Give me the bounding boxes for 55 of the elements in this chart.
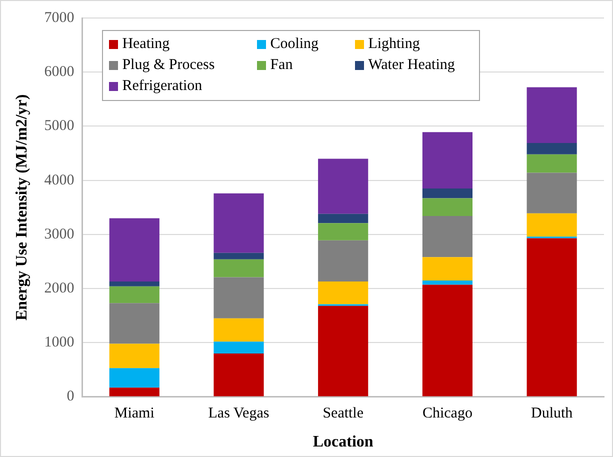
bar <box>214 277 264 318</box>
x-tick-label: Chicago <box>422 406 472 422</box>
legend-label: Cooling <box>270 35 319 54</box>
bar <box>109 282 160 286</box>
bar <box>526 238 577 396</box>
bar <box>214 252 264 260</box>
legend-label: Fan <box>270 56 293 75</box>
y-tick-label: 3000 <box>44 226 74 242</box>
legend-label: Heating <box>122 35 170 54</box>
bar <box>526 213 577 237</box>
bar <box>214 342 264 354</box>
bar <box>422 280 473 285</box>
x-axis-title: Location <box>312 434 374 451</box>
bar <box>422 257 473 280</box>
bar <box>318 158 368 214</box>
legend-label: Plug & Process <box>122 56 215 75</box>
bar <box>109 388 160 396</box>
bar <box>526 87 577 144</box>
bar <box>214 193 264 253</box>
bar <box>422 284 473 396</box>
y-tick-label: 6000 <box>44 64 74 80</box>
bar <box>422 188 473 198</box>
bar <box>318 240 368 282</box>
bar <box>318 306 368 396</box>
x-tick-label: Miami <box>114 406 154 422</box>
bar <box>526 154 577 173</box>
y-tick-label: 7000 <box>44 10 74 26</box>
x-tick-label: Las Vegas <box>208 406 270 422</box>
bar <box>526 143 577 154</box>
bar <box>422 132 473 188</box>
y-tick-label: 1000 <box>44 334 74 351</box>
bar <box>318 223 368 240</box>
legend-label: Lighting <box>368 35 420 54</box>
bar <box>422 198 473 216</box>
legend-label: Refrigeration <box>122 77 202 96</box>
bar <box>109 218 160 282</box>
y-tick-label: 2000 <box>44 280 74 297</box>
bar <box>422 216 473 258</box>
bar <box>109 368 160 388</box>
legend-label: Water Heating <box>368 56 455 75</box>
x-tick-label: Seattle <box>322 406 364 422</box>
bar <box>109 344 160 368</box>
y-tick-label: 0 <box>66 388 74 405</box>
bar <box>318 214 368 224</box>
y-axis-title: Energy Use Intensity (MJ/m2/yr) <box>14 94 31 320</box>
bar <box>109 303 160 344</box>
bar <box>526 172 577 214</box>
bar <box>214 259 264 278</box>
y-tick-label: 5000 <box>44 118 74 134</box>
bar <box>214 354 264 396</box>
x-tick-label: Duluth <box>530 406 574 422</box>
bar <box>214 318 264 342</box>
bar <box>318 282 368 304</box>
y-tick-label: 4000 <box>44 172 74 188</box>
bar <box>109 286 160 304</box>
